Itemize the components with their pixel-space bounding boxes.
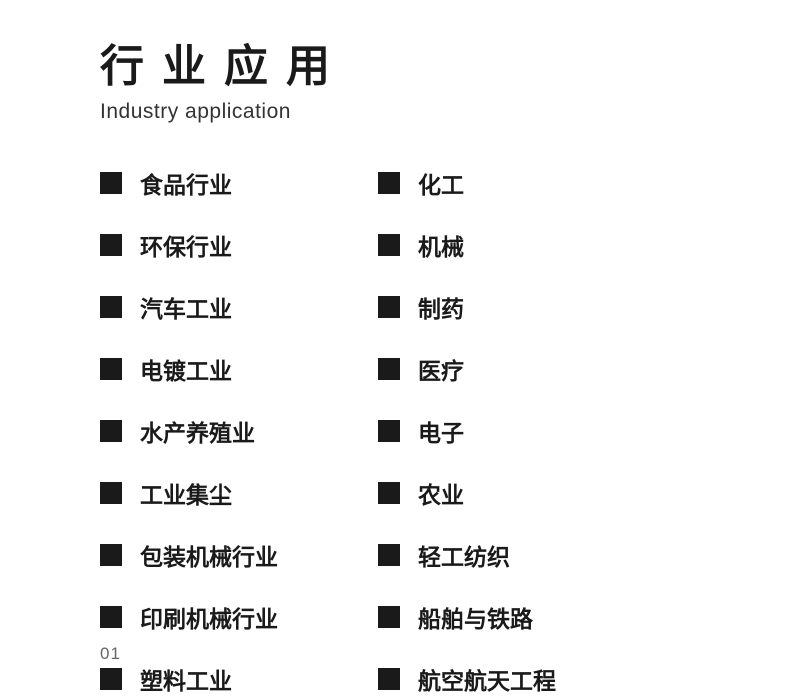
list-item: 水产养殖业 bbox=[100, 414, 278, 448]
square-bullet-icon bbox=[100, 172, 122, 194]
list-item: 工业集尘 bbox=[100, 476, 278, 510]
square-bullet-icon bbox=[378, 172, 400, 194]
item-label: 机械 bbox=[418, 228, 464, 262]
item-label: 塑料工业 bbox=[140, 662, 232, 696]
left-column: 食品行业 环保行业 汽车工业 电镀工业 水产养殖业 工业集尘 bbox=[100, 166, 278, 696]
item-label: 电子 bbox=[418, 414, 464, 448]
item-label: 轻工纺织 bbox=[418, 538, 510, 572]
list-item: 电镀工业 bbox=[100, 352, 278, 386]
item-label: 食品行业 bbox=[140, 166, 232, 200]
item-label: 医疗 bbox=[418, 352, 464, 386]
square-bullet-icon bbox=[100, 358, 122, 380]
item-label: 环保行业 bbox=[140, 228, 232, 262]
list-item: 医疗 bbox=[378, 352, 556, 386]
item-label: 制药 bbox=[418, 290, 464, 324]
square-bullet-icon bbox=[378, 544, 400, 566]
square-bullet-icon bbox=[100, 668, 122, 690]
square-bullet-icon bbox=[100, 296, 122, 318]
square-bullet-icon bbox=[100, 482, 122, 504]
item-label: 农业 bbox=[418, 476, 464, 510]
item-label: 电镀工业 bbox=[140, 352, 232, 386]
square-bullet-icon bbox=[100, 234, 122, 256]
list-item: 航空航天工程 bbox=[378, 662, 556, 696]
item-label: 船舶与铁路 bbox=[418, 600, 533, 634]
square-bullet-icon bbox=[378, 420, 400, 442]
title-chinese: 行业应用 bbox=[100, 30, 800, 94]
list-item: 机械 bbox=[378, 228, 556, 262]
item-label: 工业集尘 bbox=[140, 476, 232, 510]
list-item: 轻工纺织 bbox=[378, 538, 556, 572]
square-bullet-icon bbox=[378, 606, 400, 628]
list-item: 船舶与铁路 bbox=[378, 600, 556, 634]
square-bullet-icon bbox=[100, 544, 122, 566]
list-item: 化工 bbox=[378, 166, 556, 200]
item-label: 印刷机械行业 bbox=[140, 600, 278, 634]
list-item: 制药 bbox=[378, 290, 556, 324]
list-item: 印刷机械行业 bbox=[100, 600, 278, 634]
square-bullet-icon bbox=[378, 234, 400, 256]
square-bullet-icon bbox=[378, 296, 400, 318]
right-column: 化工 机械 制药 医疗 电子 农业 bbox=[378, 166, 556, 696]
square-bullet-icon bbox=[378, 358, 400, 380]
square-bullet-icon bbox=[100, 606, 122, 628]
list-item: 农业 bbox=[378, 476, 556, 510]
item-label: 包装机械行业 bbox=[140, 538, 278, 572]
list-item: 汽车工业 bbox=[100, 290, 278, 324]
list-item: 包装机械行业 bbox=[100, 538, 278, 572]
item-label: 化工 bbox=[418, 166, 464, 200]
content-container: 行业应用 Industry application 食品行业 环保行业 汽车工业… bbox=[0, 0, 800, 696]
columns-wrapper: 食品行业 环保行业 汽车工业 电镀工业 水产养殖业 工业集尘 bbox=[100, 166, 800, 696]
square-bullet-icon bbox=[100, 420, 122, 442]
list-item: 塑料工业 bbox=[100, 662, 278, 696]
square-bullet-icon bbox=[378, 482, 400, 504]
item-label: 航空航天工程 bbox=[418, 662, 556, 696]
item-label: 汽车工业 bbox=[140, 290, 232, 324]
title-english: Industry application bbox=[100, 100, 800, 124]
list-item: 食品行业 bbox=[100, 166, 278, 200]
item-label: 水产养殖业 bbox=[140, 414, 255, 448]
square-bullet-icon bbox=[378, 668, 400, 690]
page-number: 01 bbox=[100, 644, 121, 664]
list-item: 电子 bbox=[378, 414, 556, 448]
list-item: 环保行业 bbox=[100, 228, 278, 262]
